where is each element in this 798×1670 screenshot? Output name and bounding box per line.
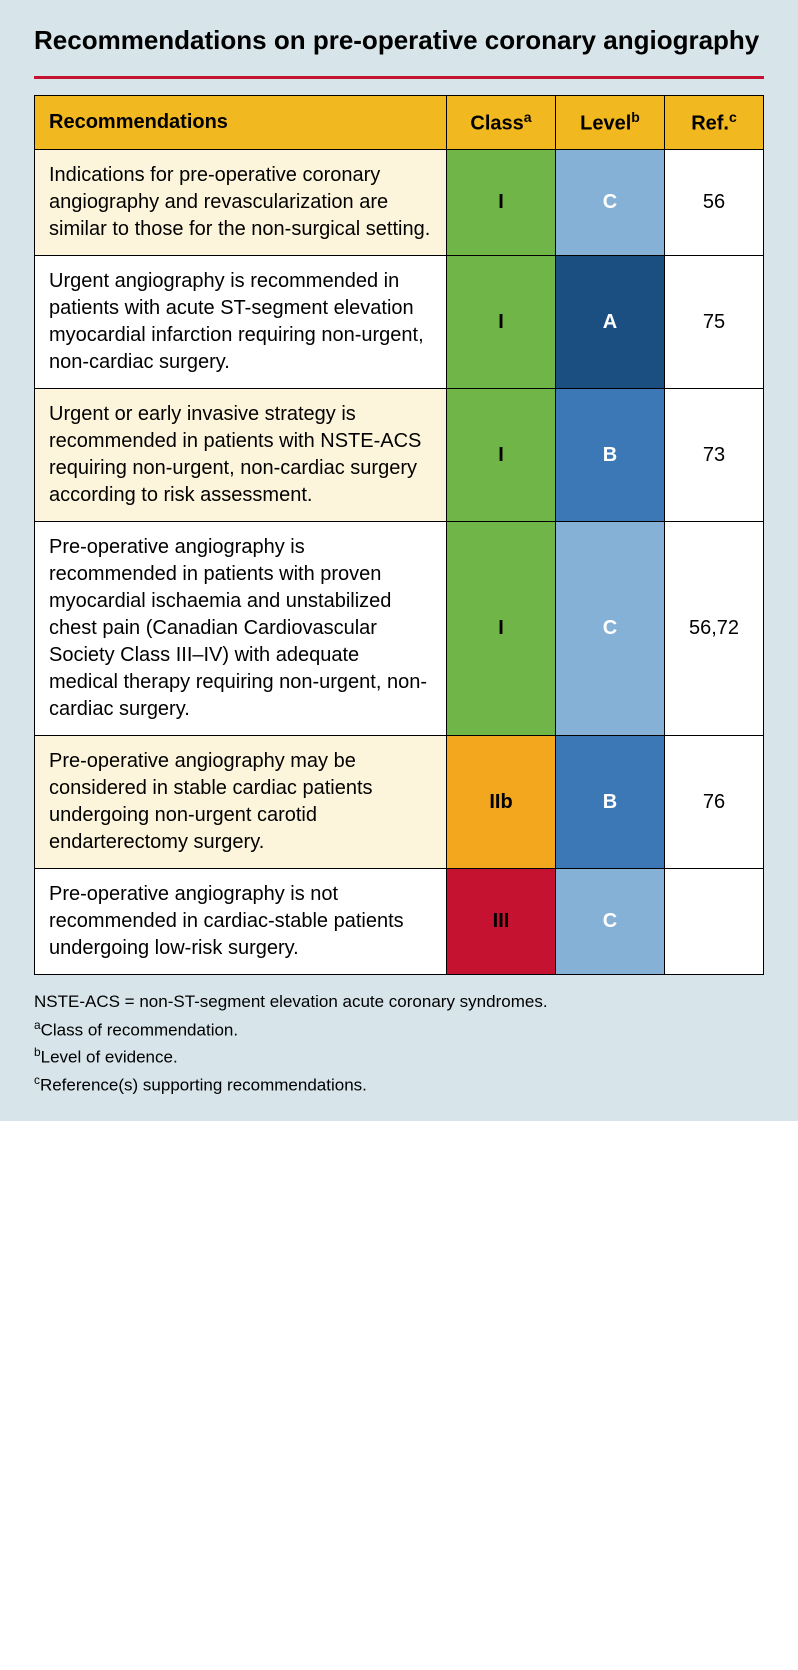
table-row: Indications for pre-operative coronary a… [35,150,764,256]
col-recommendations: Recommendations [35,95,447,150]
class-cell: III [447,869,556,975]
table-header-row: Recommendations Classa Levelb Ref.c [35,95,764,150]
level-cell: B [556,389,665,522]
col-ref-sup: c [729,109,737,125]
ref-cell: 76 [665,736,764,869]
table-row: Urgent or early invasive strategy is rec… [35,389,764,522]
table-row: Urgent angiography is recommended in pat… [35,256,764,389]
class-cell: I [447,256,556,389]
ref-cell: 56,72 [665,522,764,736]
col-level-label: Level [580,112,631,134]
level-cell: C [556,869,665,975]
table-body: Indications for pre-operative coronary a… [35,150,764,975]
level-cell: B [556,736,665,869]
level-cell: C [556,522,665,736]
table-row: Pre-operative angiography may be conside… [35,736,764,869]
panel-title: Recommendations on pre-operative coronar… [34,24,764,58]
rec-text-cell: Urgent angiography is recommended in pat… [35,256,447,389]
col-level: Levelb [556,95,665,150]
class-cell: I [447,389,556,522]
col-class: Classa [447,95,556,150]
recommendations-table: Recommendations Classa Levelb Ref.c Indi… [34,95,764,976]
footnote-c-text: Reference(s) supporting recommendations. [40,1076,367,1095]
ref-cell: 73 [665,389,764,522]
ref-cell [665,869,764,975]
class-cell: I [447,522,556,736]
class-cell: IIb [447,736,556,869]
table-row: Pre-operative angiography is recommended… [35,522,764,736]
footnote-a-text: Class of recommendation. [41,1020,238,1039]
footnote-b-text: Level of evidence. [41,1048,178,1067]
rec-text-cell: Urgent or early invasive strategy is rec… [35,389,447,522]
level-cell: A [556,256,665,389]
col-ref: Ref.c [665,95,764,150]
rec-text-cell: Pre-operative angiography is recommended… [35,522,447,736]
ref-cell: 75 [665,256,764,389]
rec-text-cell: Pre-operative angiography may be conside… [35,736,447,869]
level-cell: C [556,150,665,256]
rec-text-cell: Indications for pre-operative coronary a… [35,150,447,256]
footnote-b: bLevel of evidence. [34,1045,764,1069]
footnotes: NSTE-ACS = non-ST-segment elevation acut… [34,991,764,1096]
recommendation-panel: Recommendations on pre-operative coronar… [0,0,798,1121]
col-rec-label: Recommendations [49,111,228,133]
col-level-sup: b [631,109,640,125]
class-cell: I [447,150,556,256]
footnote-a: aClass of recommendation. [34,1018,764,1042]
rec-text-cell: Pre-operative angiography is not recomme… [35,869,447,975]
footnote-abbr: NSTE-ACS = non-ST-segment elevation acut… [34,991,764,1013]
col-ref-label: Ref. [691,112,729,134]
footnote-c: cReference(s) supporting recommendations… [34,1073,764,1097]
table-row: Pre-operative angiography is not recomme… [35,869,764,975]
col-class-label: Class [470,112,523,134]
red-rule [34,76,764,79]
ref-cell: 56 [665,150,764,256]
col-class-sup: a [524,109,532,125]
